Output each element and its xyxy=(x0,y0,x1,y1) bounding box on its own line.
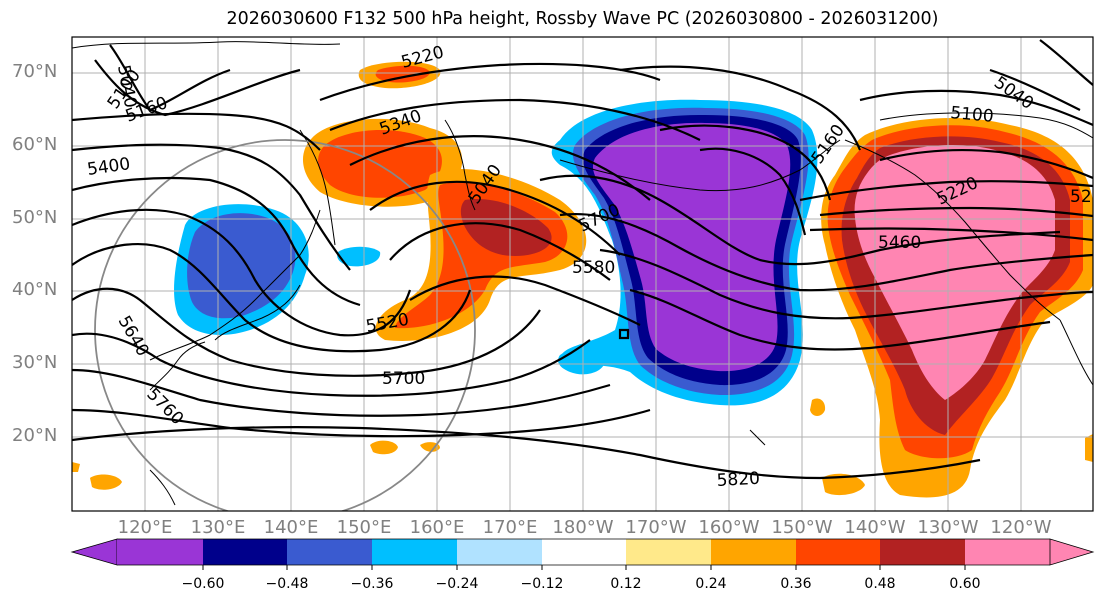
contour-label: 5580 xyxy=(572,258,615,278)
colorbar-segment xyxy=(965,539,1050,565)
coastlines xyxy=(72,41,1093,506)
colorbar-tick-label: −0.36 xyxy=(350,576,394,592)
map-panel: 5040 5100 5160 5220 5340 5400 5040 5700 … xyxy=(72,37,1093,511)
anomaly-negative-hawaii xyxy=(558,349,605,375)
colorbar-extend-high xyxy=(1049,538,1095,566)
colorbar-segment xyxy=(626,539,711,565)
colorbar-segment xyxy=(287,539,372,565)
colorbar-tick-label: −0.24 xyxy=(435,576,479,592)
lat-label: 50°N xyxy=(12,207,58,228)
lon-label: 170°W xyxy=(625,517,687,538)
colorbar-segment xyxy=(117,539,203,565)
contour-label: 52 xyxy=(1070,187,1092,207)
lat-label: 70°N xyxy=(12,61,58,82)
anomaly-small-1 xyxy=(370,440,398,455)
colorbar-tick-label: 0.48 xyxy=(864,576,896,592)
colorbar-segment xyxy=(203,539,287,565)
anomaly-negative-core-centralpacific xyxy=(592,122,791,372)
anomaly-negative-core-eastasia xyxy=(187,213,296,319)
lon-label: 160°W xyxy=(698,517,760,538)
colorbar-segment xyxy=(542,539,626,565)
colorbar-tick-label: 0.60 xyxy=(949,576,981,592)
colorbar-tick-label: 0.36 xyxy=(780,576,812,592)
lon-label: 180°W xyxy=(552,517,614,538)
colorbar-tick-label: −0.12 xyxy=(520,576,564,592)
lon-label: 120°W xyxy=(990,517,1052,538)
map-frame xyxy=(71,36,1094,512)
lon-label: 150°W xyxy=(771,517,833,538)
lat-label: 40°N xyxy=(12,279,58,300)
map-title: 2026030600 F132 500 hPa height, Rossby W… xyxy=(226,9,939,29)
anomaly-small-3 xyxy=(810,398,826,416)
contour-label: 5100 xyxy=(950,103,995,127)
colorbar-segment xyxy=(880,539,965,565)
anomaly-strong-arctic xyxy=(375,65,430,83)
colorbar-segment xyxy=(372,539,457,565)
anomaly-strong-okhotsk xyxy=(318,129,442,198)
anomaly-small-7 xyxy=(1085,434,1093,462)
lat-label: 60°N xyxy=(12,134,58,155)
colorbar-tick-label: 0.24 xyxy=(695,576,727,592)
colorbar-segment xyxy=(796,539,880,565)
colorbar xyxy=(70,538,1095,570)
lon-label: 150°E xyxy=(336,517,392,538)
anomaly-fills xyxy=(72,61,1093,498)
lon-label: 130°E xyxy=(190,517,246,538)
lon-label: 130°W xyxy=(917,517,979,538)
contour-label: 5820 xyxy=(716,469,760,491)
colorbar-tick-label: 0.12 xyxy=(610,576,642,592)
lon-label: 120°E xyxy=(117,517,173,538)
contour-label: 5700 xyxy=(382,369,425,389)
colorbar-tick-label: −0.60 xyxy=(181,576,225,592)
great-circle-ring xyxy=(94,139,476,511)
lat-label: 20°N xyxy=(12,425,58,446)
anomaly-small-2 xyxy=(420,442,440,452)
colorbar-tick-label: −0.48 xyxy=(265,576,309,592)
anomaly-small-4 xyxy=(822,473,865,496)
colorbar-extend-low xyxy=(70,538,118,566)
anomaly-small-5 xyxy=(90,474,122,490)
colorbar-segment xyxy=(457,539,542,565)
anomaly-small-6 xyxy=(72,462,80,472)
height-contours xyxy=(72,39,1093,480)
anomaly-negative-sakhalin xyxy=(337,246,381,267)
lon-label: 160°E xyxy=(409,517,465,538)
colorbar-segment xyxy=(711,539,796,565)
lon-label: 140°E xyxy=(263,517,319,538)
contour-label: 5460 xyxy=(878,233,921,253)
lat-label: 30°N xyxy=(12,352,58,373)
lon-label: 140°W xyxy=(844,517,906,538)
lon-label: 170°E xyxy=(482,517,538,538)
